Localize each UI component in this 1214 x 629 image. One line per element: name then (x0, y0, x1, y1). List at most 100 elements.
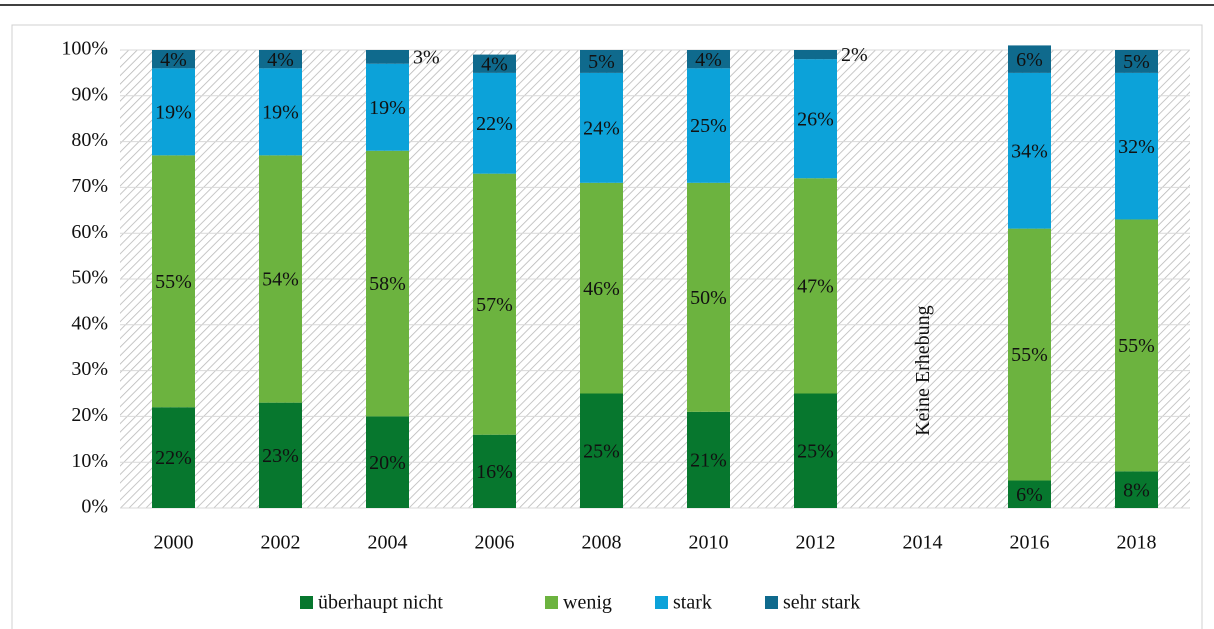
bar-segment (473, 54, 516, 73)
bar-segment (366, 416, 409, 508)
y-tick-label: 50% (71, 267, 108, 289)
data-label: 50% (690, 287, 727, 309)
legend-label: überhaupt nicht (318, 592, 443, 614)
y-tick-label: 10% (71, 450, 108, 472)
data-label: 4% (267, 49, 294, 71)
y-tick-label: 0% (81, 496, 108, 518)
bar-segment (1115, 471, 1158, 508)
data-label: 8% (1123, 479, 1150, 501)
bar-segment (152, 68, 195, 156)
data-label: 46% (583, 278, 620, 300)
bar-segment (152, 155, 195, 408)
data-label: 55% (1011, 344, 1048, 366)
y-tick-label: 60% (71, 221, 108, 243)
data-label: 2% (841, 44, 868, 66)
bar-segment (794, 50, 837, 60)
bar-segment (687, 68, 730, 183)
bar-segment (687, 182, 730, 412)
y-tick-label: 90% (71, 83, 108, 105)
annotation: Keine Erhebung (912, 305, 934, 436)
bar-segment (687, 50, 730, 69)
bar-segment (794, 59, 837, 179)
data-label: 32% (1118, 136, 1155, 158)
bar-segment (473, 173, 516, 435)
chart-frame (11, 24, 1203, 629)
data-label: 25% (690, 115, 727, 137)
y-tick-label: 100% (61, 38, 108, 60)
x-tick-label: 2014 (903, 532, 943, 554)
bar-segment (152, 50, 195, 69)
data-label: 16% (476, 461, 513, 483)
data-label: 4% (160, 49, 187, 71)
data-label: 19% (369, 97, 406, 119)
bar-segment (687, 411, 730, 508)
bar-segment (366, 50, 409, 64)
bar-segment (1115, 219, 1158, 472)
x-tick-label: 2008 (582, 532, 622, 554)
legend-label: wenig (563, 592, 612, 614)
data-label: 24% (583, 117, 620, 139)
bar-segment (259, 155, 302, 403)
x-tick-label: 2000 (154, 532, 194, 554)
bar-segment (366, 63, 409, 151)
data-label: 20% (369, 452, 406, 474)
bar-segment (580, 393, 623, 508)
data-label: 26% (797, 108, 834, 130)
data-label: 6% (1016, 484, 1043, 506)
data-label: 3% (413, 46, 440, 68)
y-tick-label: 20% (71, 404, 108, 426)
x-tick-label: 2012 (796, 532, 836, 554)
data-label: 21% (690, 450, 727, 472)
data-label: 22% (155, 447, 192, 469)
data-label: 58% (369, 273, 406, 295)
bar-segment (794, 178, 837, 394)
data-label: 5% (588, 51, 615, 73)
data-label: 57% (476, 294, 513, 316)
data-label: 19% (155, 101, 192, 123)
bar-segment (794, 393, 837, 508)
data-label: 34% (1011, 140, 1048, 162)
x-tick-label: 2018 (1117, 532, 1157, 554)
bar-segment (473, 72, 516, 174)
data-label: 54% (262, 269, 299, 291)
bar-segment (259, 50, 302, 69)
x-tick-label: 2010 (689, 532, 729, 554)
data-label: 47% (797, 275, 834, 297)
x-tick-label: 2006 (475, 532, 515, 554)
y-tick-label: 40% (71, 312, 108, 334)
data-label: 25% (797, 440, 834, 462)
x-tick-label: 2002 (261, 532, 301, 554)
legend-label: stark (673, 592, 712, 614)
bar-segment (1115, 72, 1158, 220)
legend-swatch (545, 596, 558, 609)
bar-segment (1008, 480, 1051, 508)
y-tick-label: 80% (71, 129, 108, 151)
data-label: 4% (695, 49, 722, 71)
data-label: 4% (481, 53, 508, 75)
bar-segment (473, 434, 516, 508)
data-label: 22% (476, 113, 513, 135)
legend-swatch (300, 596, 313, 609)
bar-segment (152, 407, 195, 508)
bar-segment (1008, 72, 1051, 229)
x-tick-label: 2016 (1010, 532, 1050, 554)
data-label: 55% (1118, 335, 1155, 357)
bar-segment (580, 182, 623, 394)
bar-segment (580, 50, 623, 73)
legend-swatch (655, 596, 668, 609)
legend-label: sehr stark (783, 592, 860, 614)
bar-segment (1115, 50, 1158, 73)
data-label: 19% (262, 101, 299, 123)
data-label: 5% (1123, 51, 1150, 73)
bar-segment (1008, 45, 1051, 73)
bar-segment (259, 402, 302, 508)
data-label: 6% (1016, 49, 1043, 71)
data-label: 23% (262, 445, 299, 467)
bar-segment (366, 150, 409, 417)
x-tick-label: 2004 (368, 532, 408, 554)
data-label: 25% (583, 440, 620, 462)
legend-swatch (765, 596, 778, 609)
y-tick-label: 30% (71, 358, 108, 380)
bar-segment (259, 68, 302, 156)
